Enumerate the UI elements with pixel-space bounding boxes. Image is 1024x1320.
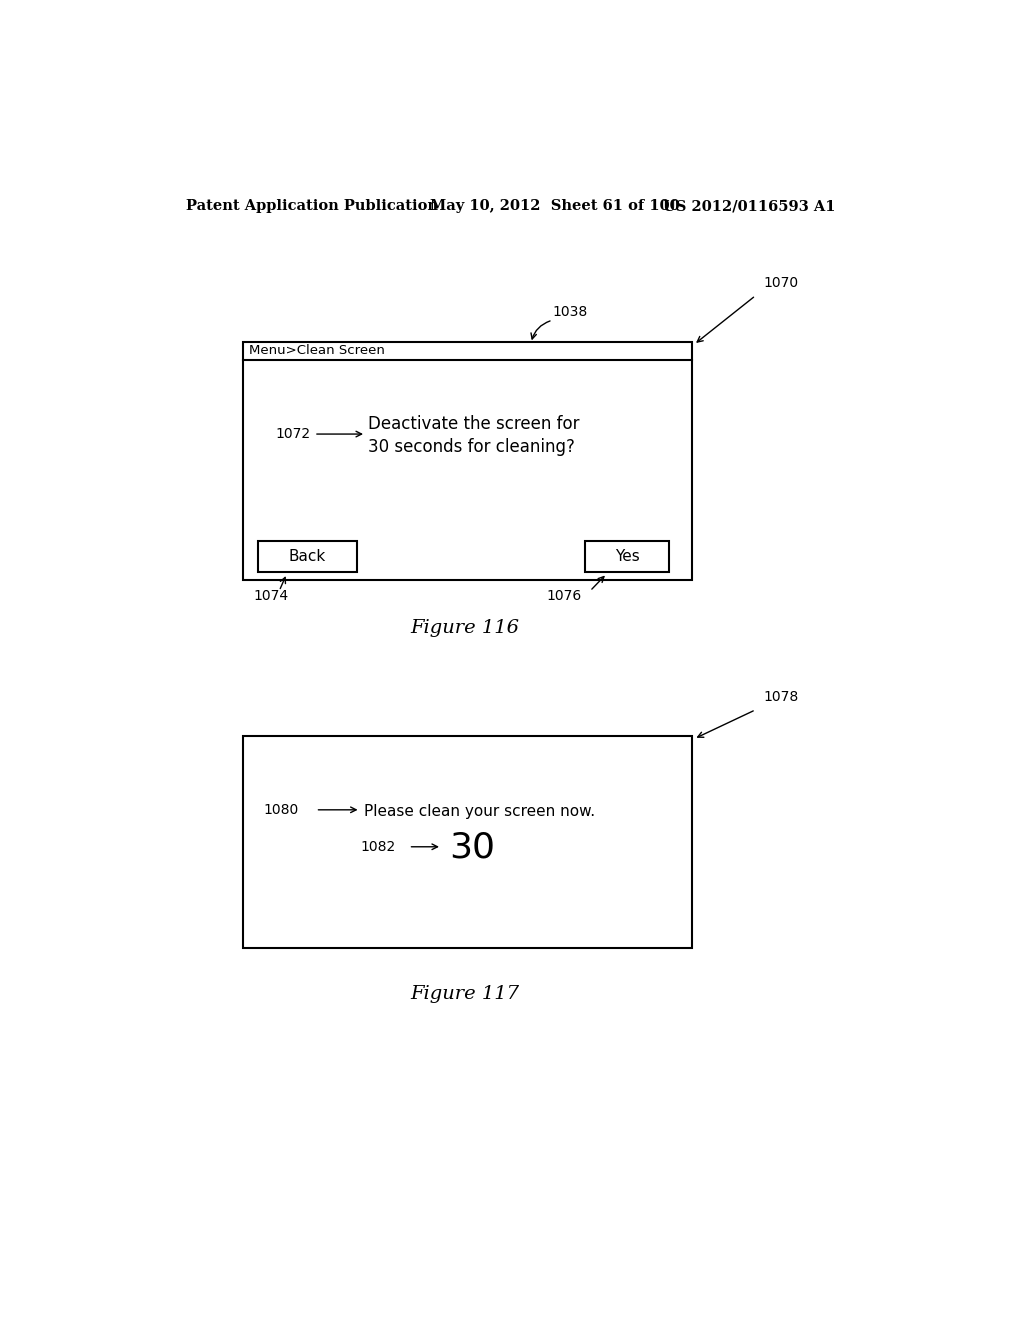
Text: Yes: Yes bbox=[614, 549, 639, 564]
Text: 1072: 1072 bbox=[275, 428, 310, 441]
Text: 1074: 1074 bbox=[254, 589, 289, 603]
Polygon shape bbox=[586, 541, 669, 572]
Text: Figure 116: Figure 116 bbox=[411, 619, 519, 638]
Text: 1080: 1080 bbox=[263, 803, 299, 817]
Polygon shape bbox=[243, 342, 692, 581]
Text: Figure 117: Figure 117 bbox=[411, 985, 519, 1003]
Text: Please clean your screen now.: Please clean your screen now. bbox=[365, 804, 596, 818]
Text: 30: 30 bbox=[450, 830, 496, 865]
Text: 1078: 1078 bbox=[764, 690, 799, 705]
Text: Deactivate the screen for: Deactivate the screen for bbox=[369, 414, 580, 433]
Text: Back: Back bbox=[289, 549, 326, 564]
Polygon shape bbox=[243, 737, 692, 948]
Text: 1076: 1076 bbox=[547, 589, 582, 603]
Text: Patent Application Publication: Patent Application Publication bbox=[186, 199, 438, 213]
Text: 1082: 1082 bbox=[360, 840, 395, 854]
Text: US 2012/0116593 A1: US 2012/0116593 A1 bbox=[663, 199, 836, 213]
Text: Menu>Clean Screen: Menu>Clean Screen bbox=[249, 345, 385, 358]
Text: 1038: 1038 bbox=[553, 305, 588, 319]
Text: 30 seconds for cleaning?: 30 seconds for cleaning? bbox=[369, 438, 575, 457]
Text: May 10, 2012  Sheet 61 of 100: May 10, 2012 Sheet 61 of 100 bbox=[430, 199, 680, 213]
Text: 1070: 1070 bbox=[764, 276, 799, 290]
Polygon shape bbox=[258, 541, 356, 572]
